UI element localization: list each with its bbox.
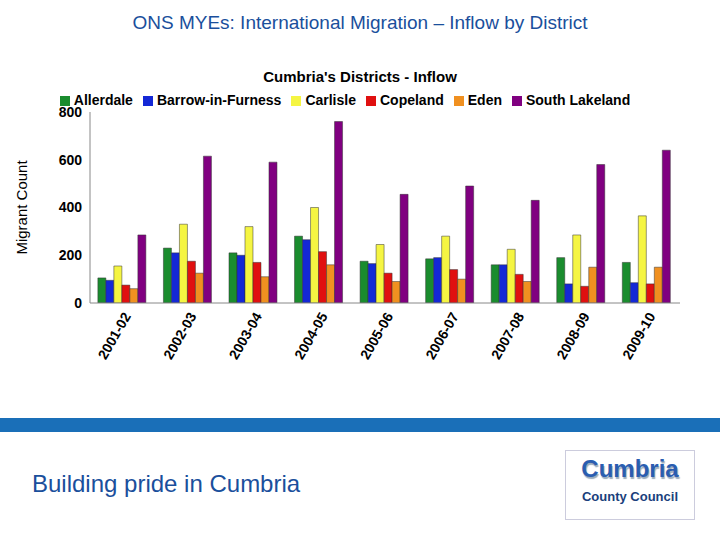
svg-text:2008-09: 2008-09 (553, 309, 593, 362)
html-text:ONS MYEs: International Migrat: ONS MYEs: International Migration – Infl… (132, 12, 588, 33)
svg-text:2004-05: 2004-05 (291, 309, 331, 362)
svg-text:2006-07: 2006-07 (422, 309, 462, 362)
html-text:South Lakeland: South Lakeland (526, 92, 631, 108)
html-text:Building pride in Cumbria: Building pride in Cumbria (32, 470, 301, 497)
svg-text:800: 800 (59, 104, 83, 120)
html-text:Cumbria's Districts - Inflow: Cumbria's Districts - Inflow (263, 68, 457, 85)
svg-text:2002-03: 2002-03 (160, 309, 200, 362)
svg-text:0: 0 (74, 295, 82, 311)
html-text:Barrow-in-Furness: Barrow-in-Furness (156, 92, 282, 108)
svg-text:200: 200 (59, 247, 83, 263)
html-text:Copeland: Copeland (380, 92, 444, 108)
svg-text:600: 600 (59, 152, 83, 168)
svg-text:2007-08: 2007-08 (488, 309, 528, 362)
html-text:County Council: County Council (582, 489, 678, 504)
svg-text:400: 400 (59, 199, 83, 215)
html-text:Eden: Eden (467, 92, 502, 108)
svg-text:2005-06: 2005-06 (357, 309, 397, 362)
html-text:Allerdale: Allerdale (73, 92, 133, 108)
svg-text:2001-02: 2001-02 (94, 309, 134, 362)
html-text:Cumbria: Cumbria (581, 455, 679, 482)
html-text:Carlisle: Carlisle (305, 92, 356, 108)
svg-text:2003-04: 2003-04 (226, 309, 266, 362)
svg-text:2009-10: 2009-10 (619, 309, 659, 362)
svg-text:Migrant Count: Migrant Count (13, 160, 30, 255)
